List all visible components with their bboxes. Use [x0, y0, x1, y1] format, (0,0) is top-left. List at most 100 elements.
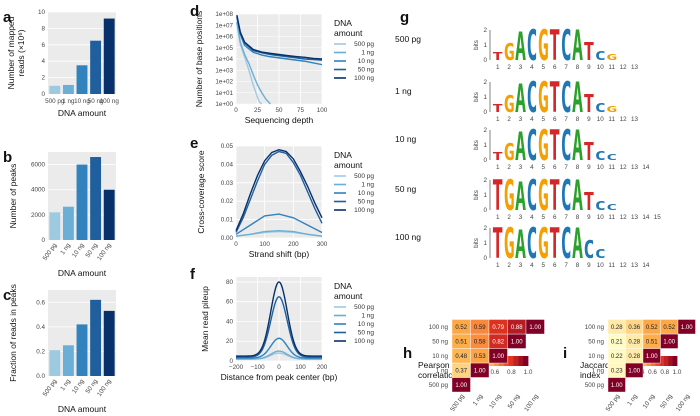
- logo-letter: G: [538, 21, 549, 70]
- bar-100-ng: [103, 18, 115, 95]
- logo-letter: T: [492, 219, 503, 268]
- x-tick-label: 300: [317, 241, 328, 248]
- logo-position-label: 2: [507, 214, 511, 221]
- bar-1-ng: [62, 84, 74, 94]
- logo-position-label: 14: [642, 214, 650, 221]
- bar-500-pg: [49, 212, 61, 240]
- logo-position-label: 4: [530, 214, 534, 221]
- logo-letter: C: [561, 219, 572, 268]
- x-tick-label: 0: [234, 107, 238, 114]
- heatmap-cell-value: 0.37: [455, 368, 467, 374]
- x-tick-label: 100: [259, 241, 270, 248]
- y-tick-label: 0.2: [36, 348, 45, 355]
- legend-tick-label: 0.8: [660, 369, 669, 376]
- y-tick-label: 2: [483, 225, 487, 232]
- column-label: 1 ng: [626, 393, 639, 407]
- heatmap-cell-value: 0.52: [646, 325, 658, 331]
- y-tick-label: 2: [483, 127, 487, 134]
- x-tick-label: 1 ng: [59, 378, 72, 392]
- logo-letter: A: [515, 222, 526, 268]
- logo-position-label: 10: [597, 116, 605, 123]
- x-tick-label: 50 ng: [88, 98, 104, 105]
- legend-entry: 500 pg: [354, 173, 374, 180]
- y-tick-label: 1e+06: [215, 34, 233, 41]
- logo-letter: G: [504, 171, 515, 220]
- heatmap-cell-value: 1.00: [611, 383, 623, 389]
- y-tick-label: 4000: [31, 187, 46, 194]
- x-tick-label: −200: [229, 364, 244, 371]
- row-label: 50 ng: [588, 338, 604, 345]
- logo-letter: G: [606, 105, 617, 114]
- logo-position-label: 11: [608, 64, 615, 71]
- logo-letter: C: [606, 153, 617, 162]
- heatmap-cell-value: 1.00: [455, 383, 467, 389]
- column-label: 500 pg: [605, 393, 622, 413]
- legend-entry: 1 ng: [361, 313, 374, 320]
- y-tick-label: 2: [483, 177, 487, 184]
- y-tick-label: 2000: [31, 212, 46, 219]
- logo-position-label: 3: [519, 164, 523, 171]
- logo-position-label: 6: [553, 116, 557, 123]
- logo-letter: C: [526, 121, 537, 170]
- logo-letter: T: [549, 121, 560, 170]
- bar-1-ng: [62, 206, 74, 240]
- row-label: 500 pg: [585, 382, 605, 389]
- logo-position-label: 2: [507, 164, 511, 171]
- x-tick-label: 10 ng: [74, 98, 90, 105]
- legend-color-step: [668, 356, 674, 366]
- series-line-500-pg: [236, 22, 263, 105]
- y-axis-label: Number of mapped: [6, 16, 16, 89]
- panel-e: e 0.00 0.01 0.02 0.03 0.04 0.05 0 100 200 300 Stran…: [190, 135, 374, 259]
- bar-50-ng: [90, 40, 102, 94]
- legend-title: index: [580, 370, 601, 380]
- x-axis-label: DNA amount: [58, 404, 107, 414]
- logo-position-label: 12: [620, 64, 628, 71]
- logo-letter: C: [595, 246, 606, 261]
- series-line-100-ng: [235, 281, 323, 357]
- heatmap-cell-value: 1.00: [663, 339, 675, 345]
- logo-position-label: 9: [587, 64, 591, 71]
- legend-title: amount: [334, 291, 363, 301]
- logo-position-label: 4: [530, 64, 534, 71]
- logo-letter: G: [538, 121, 549, 170]
- logo-position-label: 13: [631, 164, 639, 171]
- legend-color-step: [523, 356, 529, 366]
- bar-10-ng: [76, 65, 88, 94]
- logo-letter: T: [492, 50, 503, 63]
- legend-tick-label: 0.6: [490, 369, 499, 376]
- bar-50-ng: [90, 299, 102, 376]
- row-label: 500 pg: [429, 382, 449, 389]
- series-line-1-ng: [236, 350, 322, 360]
- y-axis-label: bits: [473, 92, 480, 102]
- panel-label-d: d: [190, 3, 199, 20]
- logo-position-label: 3: [519, 64, 523, 71]
- logo-position-label: 1: [496, 164, 500, 171]
- logo-row-label: 500 pg: [395, 34, 421, 44]
- column-label: 50 ng: [507, 393, 522, 410]
- y-tick-label: 2: [483, 27, 487, 34]
- heatmap-cell-value: 1.00: [628, 368, 640, 374]
- logo-position-label: 11: [608, 116, 615, 123]
- logo-position-label: 7: [564, 64, 568, 71]
- legend-tick-label: 0.6: [648, 369, 657, 376]
- y-axis-label: Cross-coverage score: [196, 150, 206, 233]
- y-tick-label: 0: [483, 207, 487, 214]
- heatmap-cell-value: 1.00: [646, 354, 658, 360]
- y-tick-label: 0: [41, 91, 45, 98]
- x-axis-label: DNA amount: [58, 268, 107, 278]
- heatmap-cell-value: 1.00: [474, 368, 486, 374]
- bar-100-ng: [103, 310, 115, 376]
- y-axis-label: bits: [473, 40, 480, 50]
- logo-position-label: 13: [631, 214, 639, 221]
- logo-position-label: 14: [642, 164, 650, 171]
- logo-position-label: 4: [530, 116, 534, 123]
- y-tick-label: 0: [41, 237, 45, 244]
- logo-letter: C: [526, 73, 537, 122]
- heatmap-cell-value: 0.52: [455, 325, 467, 331]
- logo-letter: G: [504, 39, 515, 65]
- x-tick-label: −100: [250, 364, 265, 371]
- panel-label-g: g: [400, 9, 409, 26]
- logo-letter: T: [549, 73, 560, 122]
- logo-letter: A: [572, 171, 583, 220]
- logo-position-label: 7: [564, 116, 568, 123]
